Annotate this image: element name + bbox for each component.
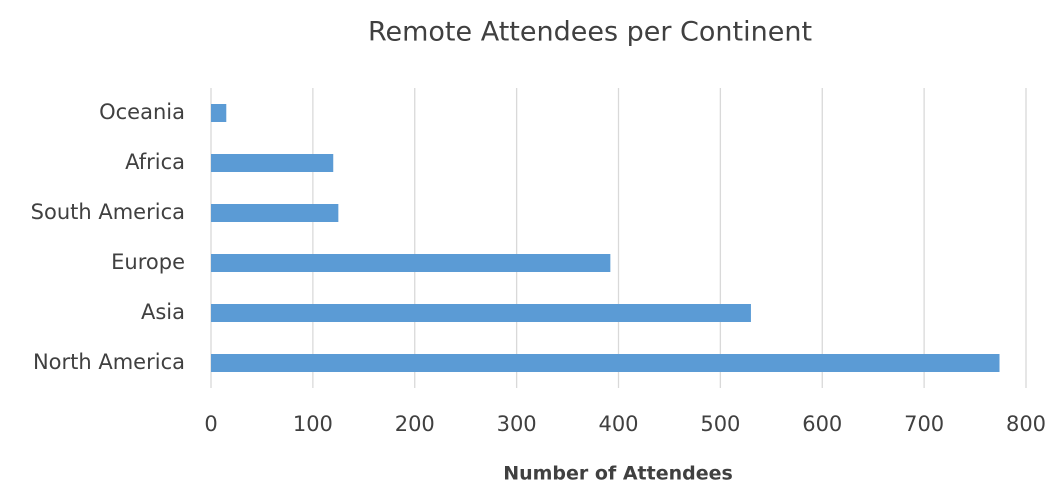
- y-tick-label: Oceania: [99, 100, 185, 124]
- y-tick-label: Europe: [111, 250, 185, 274]
- x-tick-label: 100: [293, 412, 333, 436]
- bar: [211, 254, 611, 272]
- y-tick-label: Asia: [141, 300, 185, 324]
- chart-title: Remote Attendees per Continent: [368, 17, 812, 48]
- x-tick-label: 500: [700, 412, 740, 436]
- bar: [211, 304, 751, 322]
- x-axis-title: Number of Attendees: [503, 463, 733, 485]
- y-tick-label: South America: [31, 200, 185, 224]
- bar: [211, 154, 334, 172]
- bar: [211, 204, 339, 222]
- x-tick-label: 600: [802, 412, 842, 436]
- x-tick-label: 700: [904, 412, 944, 436]
- bar: [211, 354, 1000, 372]
- x-tick-label: 300: [497, 412, 537, 436]
- x-tick-label: 200: [395, 412, 435, 436]
- x-tick-label: 0: [204, 412, 217, 436]
- y-tick-label: Africa: [125, 150, 185, 174]
- bar: [211, 104, 227, 122]
- y-tick-label: North America: [33, 350, 185, 374]
- x-tick-label: 800: [1006, 412, 1046, 436]
- x-tick-label: 400: [598, 412, 638, 436]
